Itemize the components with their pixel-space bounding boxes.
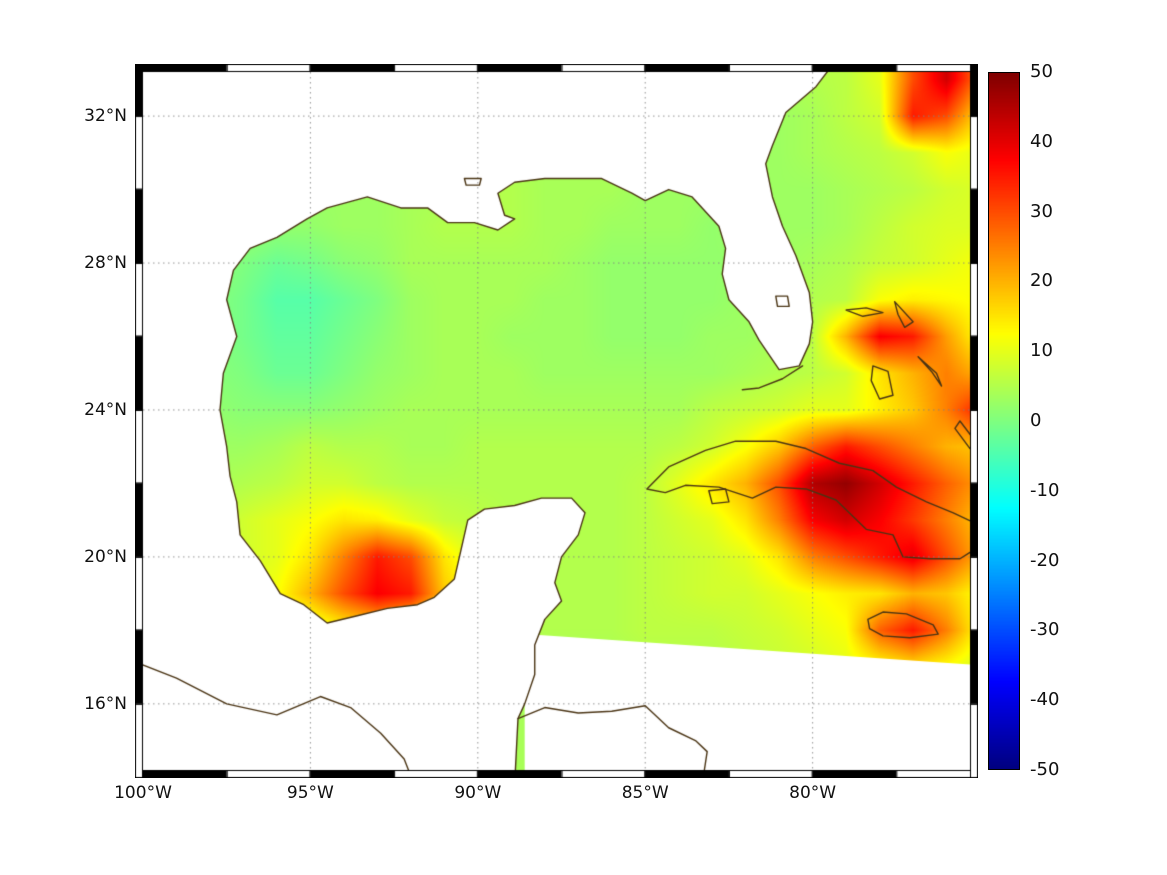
colorbar-tick-label: 40 bbox=[1030, 130, 1053, 152]
y-tick-label: 24°N bbox=[84, 399, 127, 420]
x-tick-label: 90°W bbox=[454, 783, 502, 803]
colorbar-tick-label: -50 bbox=[1030, 759, 1060, 780]
x-tick-label: 80°W bbox=[789, 783, 837, 803]
colorbar-tick-label: -40 bbox=[1030, 689, 1060, 711]
y-tick-label: 28°N bbox=[84, 253, 127, 274]
colorbar-tick-label: 20 bbox=[1030, 270, 1053, 292]
colorbar-tick-label: 30 bbox=[1030, 200, 1053, 222]
colorbar-tick-label: -20 bbox=[1030, 549, 1060, 571]
colorbar-tick-label: 10 bbox=[1030, 340, 1053, 362]
map-plot-canvas bbox=[135, 64, 978, 778]
colorbar-gradient bbox=[989, 73, 1019, 769]
colorbar-tick-label: 0 bbox=[1030, 410, 1042, 431]
y-tick-label: 32°N bbox=[84, 106, 127, 127]
y-tick-label: 20°N bbox=[84, 546, 127, 567]
colorbar-tick-label: -10 bbox=[1030, 479, 1060, 501]
colorbar-tick-label: 50 bbox=[1030, 61, 1053, 82]
colorbar-tick-label: -30 bbox=[1030, 619, 1060, 641]
x-tick-label: 100°W bbox=[114, 783, 172, 803]
y-tick-label: 16°N bbox=[84, 693, 127, 714]
x-tick-label: 85°W bbox=[621, 783, 669, 803]
x-tick-label: 95°W bbox=[286, 783, 334, 803]
colorbar bbox=[988, 72, 1020, 770]
